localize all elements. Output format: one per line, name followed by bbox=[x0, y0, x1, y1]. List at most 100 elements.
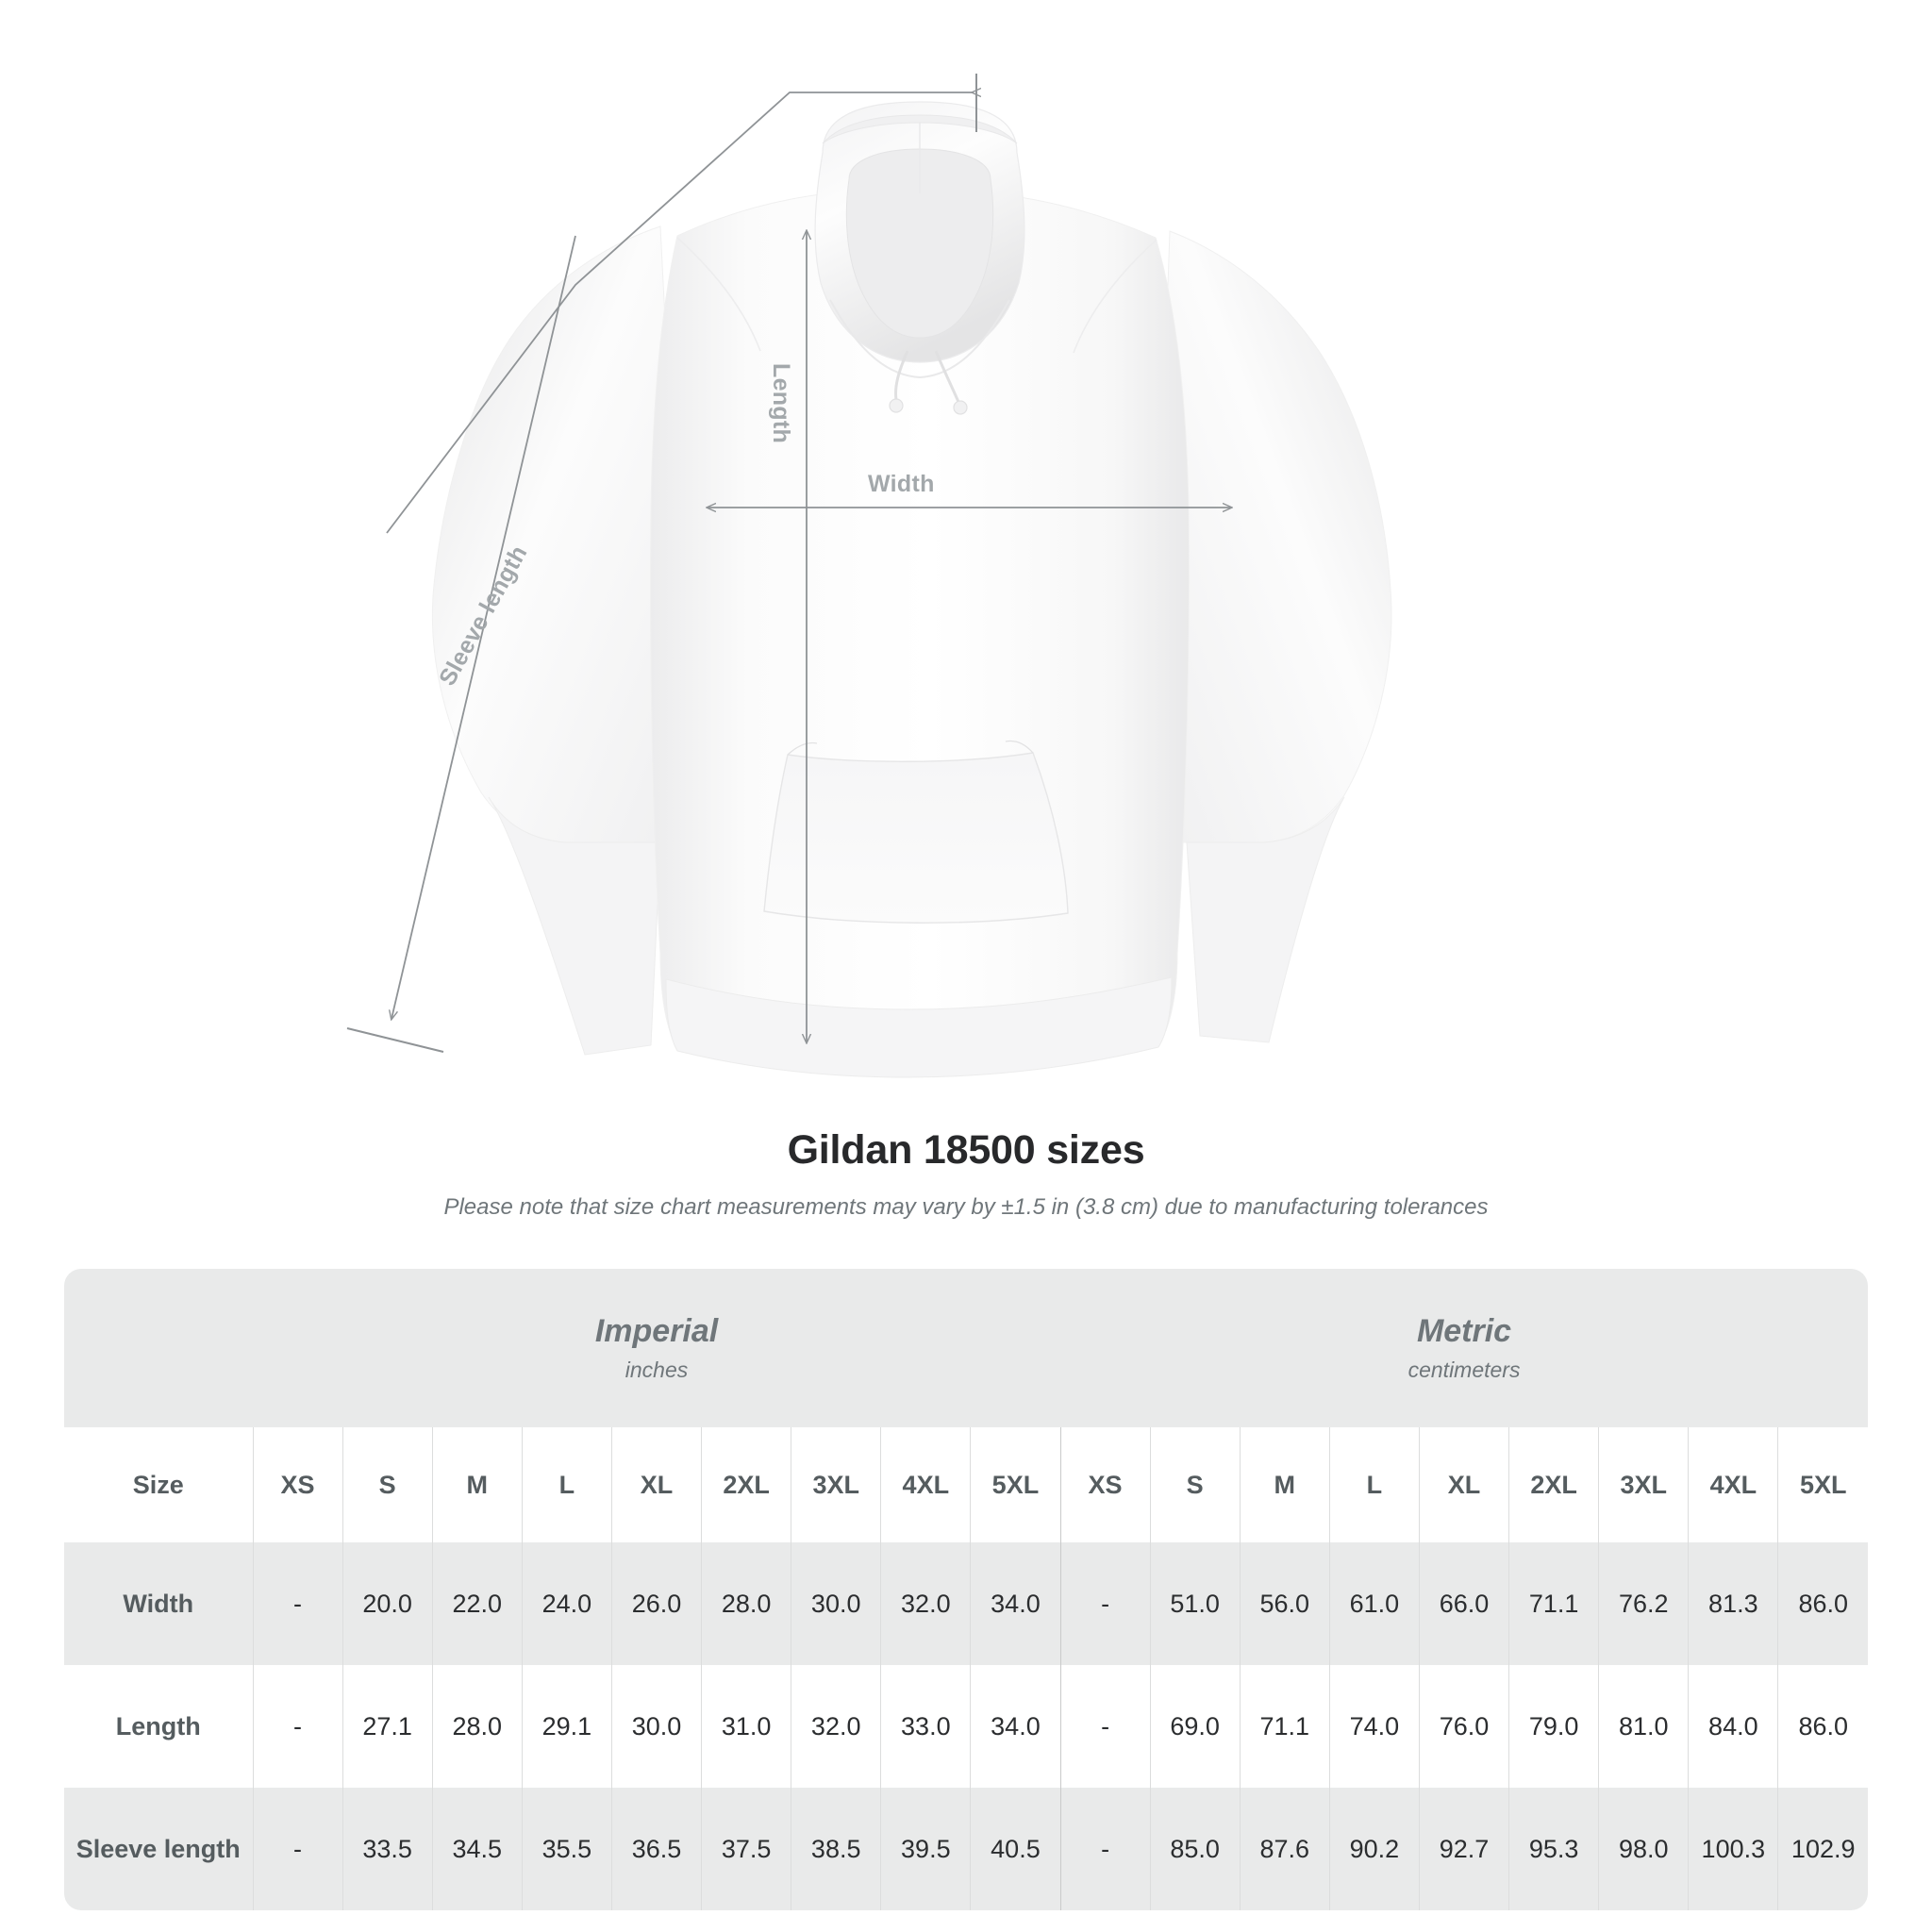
length-imperial-L: 29.1 bbox=[521, 1665, 612, 1788]
length-imperial-M: 28.0 bbox=[431, 1665, 523, 1788]
size-header-cell-imperial-3XL: 3XL bbox=[791, 1427, 881, 1542]
width-metric-3XL: 76.2 bbox=[1598, 1542, 1689, 1665]
length-metric-L: 74.0 bbox=[1328, 1665, 1420, 1788]
width-imperial-2XL: 28.0 bbox=[701, 1542, 791, 1665]
length-metric-M: 71.1 bbox=[1239, 1665, 1330, 1788]
size-header-cell-metric-4XL: 4XL bbox=[1688, 1427, 1778, 1542]
sleeve-length-imperial-3XL: 38.5 bbox=[791, 1788, 881, 1910]
hoodie-diagram-svg bbox=[346, 74, 1392, 1078]
sleeve-length-metric-L: 90.2 bbox=[1328, 1788, 1420, 1910]
length-metric-2XL: 79.0 bbox=[1508, 1665, 1599, 1788]
unit-name: Imperial bbox=[594, 1312, 719, 1349]
table-row-width: Width -20.0 22.0 24.0 26.0 28.0 30.0 32.0 34.0-5… bbox=[64, 1542, 1869, 1665]
page-title: Gildan 18500 sizes bbox=[787, 1127, 1145, 1173]
width-metric-XL: 66.0 bbox=[1418, 1542, 1509, 1665]
width-imperial-S: 20.0 bbox=[341, 1542, 433, 1665]
unit-header-imperial: Imperial inches bbox=[253, 1269, 1061, 1427]
width-imperial-XL: 26.0 bbox=[610, 1542, 702, 1665]
size-header-cell-metric-S: S bbox=[1149, 1427, 1241, 1542]
sleeve-length-imperial-5XL: 40.5 bbox=[970, 1788, 1061, 1910]
size-header-cell-imperial-XL: XL bbox=[610, 1427, 702, 1542]
sleeve-length-metric-S: 85.0 bbox=[1149, 1788, 1241, 1910]
length-imperial-S: 27.1 bbox=[341, 1665, 433, 1788]
size-header-cell-imperial-XS: XS bbox=[252, 1427, 343, 1542]
sleeve-length-metric-4XL: 100.3 bbox=[1688, 1788, 1778, 1910]
width-imperial-M: 22.0 bbox=[431, 1542, 523, 1665]
size-header-cell-imperial-4XL: 4XL bbox=[880, 1427, 971, 1542]
unit-header-spacer bbox=[64, 1269, 253, 1427]
width-imperial-5XL: 34.0 bbox=[970, 1542, 1061, 1665]
width-metric-S: 51.0 bbox=[1149, 1542, 1241, 1665]
size-header-cell-metric-XL: XL bbox=[1418, 1427, 1509, 1542]
width-metric-2XL: 71.1 bbox=[1508, 1542, 1599, 1665]
sleeve-length-imperial-XL: 36.5 bbox=[610, 1788, 702, 1910]
length-metric-XS: - bbox=[1059, 1665, 1151, 1788]
sleeve-length-imperial-2XL: 37.5 bbox=[701, 1788, 791, 1910]
size-chart-table-wrapper: Imperial inches Metric centimeters Size XS S M L… bbox=[64, 1269, 1869, 1910]
dimension-lines bbox=[346, 74, 1231, 1053]
sleeve-length-metric-M: 87.6 bbox=[1239, 1788, 1330, 1910]
length-imperial-4XL: 33.0 bbox=[880, 1665, 971, 1788]
unit-subtitle: inches bbox=[625, 1357, 689, 1383]
diagram-label-length: Length bbox=[768, 363, 794, 444]
width-metric-XS: - bbox=[1059, 1542, 1151, 1665]
table-row-length: Length -27.1 28.0 29.1 30.0 31.0 32.0 33.0 34.0-… bbox=[64, 1665, 1869, 1788]
size-header-cell-imperial-5XL: 5XL bbox=[970, 1427, 1061, 1542]
sleeve-length-imperial-M: 34.5 bbox=[431, 1788, 523, 1910]
size-header-cell-imperial-M: M bbox=[431, 1427, 523, 1542]
size-header-cell-imperial-L: L bbox=[521, 1427, 612, 1542]
width-metric-L: 61.0 bbox=[1328, 1542, 1420, 1665]
width-imperial-L: 24.0 bbox=[521, 1542, 612, 1665]
sleeve-length-metric-2XL: 95.3 bbox=[1508, 1788, 1599, 1910]
unit-name: Metric bbox=[1416, 1312, 1512, 1349]
sleeve-length-imperial-4XL: 39.5 bbox=[880, 1788, 971, 1910]
width-imperial-3XL: 30.0 bbox=[791, 1542, 881, 1665]
length-metric-S: 69.0 bbox=[1149, 1665, 1241, 1788]
size-header-cell-metric-5XL: 5XL bbox=[1777, 1427, 1869, 1542]
length-metric-3XL: 81.0 bbox=[1598, 1665, 1689, 1788]
unit-header-metric: Metric centimeters bbox=[1060, 1269, 1869, 1427]
sleeve-length-imperial-L: 35.5 bbox=[521, 1788, 612, 1910]
width-metric-M: 56.0 bbox=[1239, 1542, 1330, 1665]
size-header-cell-metric-L: L bbox=[1328, 1427, 1420, 1542]
sleeve-length-arrow bbox=[391, 235, 576, 1019]
size-header-cell-metric-XS: XS bbox=[1059, 1427, 1151, 1542]
table-row-sleeve-length: Sleeve length -33.5 34.5 35.5 36.5 37.5 38.5 39… bbox=[64, 1788, 1869, 1910]
row-label-sleeve-length: Sleeve length bbox=[64, 1788, 253, 1910]
sleeve-length-imperial-XS: - bbox=[252, 1788, 343, 1910]
row-label-width: Width bbox=[64, 1542, 253, 1665]
tolerance-note: Please note that size chart measurements… bbox=[443, 1194, 1489, 1221]
length-metric-4XL: 84.0 bbox=[1688, 1665, 1778, 1788]
measurement-diagram: Length Width Sleeve length bbox=[346, 74, 1392, 1078]
width-metric-5XL: 86.0 bbox=[1777, 1542, 1869, 1665]
width-imperial-XS: - bbox=[252, 1542, 343, 1665]
size-header-cell-metric-3XL: 3XL bbox=[1598, 1427, 1689, 1542]
sleeve-length-metric-5XL: 102.9 bbox=[1777, 1788, 1869, 1910]
sleeve-length-metric-XS: - bbox=[1059, 1788, 1151, 1910]
length-imperial-2XL: 31.0 bbox=[701, 1665, 791, 1788]
row-label-length: Length bbox=[64, 1665, 253, 1788]
length-imperial-3XL: 32.0 bbox=[791, 1665, 881, 1788]
size-header-row: Size XS S M L XL 2XL 3XL 4XL 5XL XS S M L XL 2XL 3XL 4XL 5… bbox=[64, 1427, 1869, 1542]
length-imperial-5XL: 34.0 bbox=[970, 1665, 1061, 1788]
sleeve-length-metric-3XL: 98.0 bbox=[1598, 1788, 1689, 1910]
sleeve-bottom-tick bbox=[346, 1027, 444, 1053]
length-metric-5XL: 86.0 bbox=[1777, 1665, 1869, 1788]
size-column-header: Size bbox=[64, 1427, 253, 1542]
diagram-label-width: Width bbox=[868, 471, 935, 497]
length-imperial-XS: - bbox=[252, 1665, 343, 1788]
sleeve-length-imperial-S: 33.5 bbox=[341, 1788, 433, 1910]
size-header-cell-imperial-S: S bbox=[341, 1427, 433, 1542]
unit-header-row: Imperial inches Metric centimeters bbox=[64, 1269, 1869, 1427]
length-metric-XL: 76.0 bbox=[1418, 1665, 1509, 1788]
title-block: Gildan 18500 sizes Please note that size… bbox=[0, 1127, 1932, 1222]
length-imperial-XL: 30.0 bbox=[610, 1665, 702, 1788]
sleeve-length-metric-XL: 92.7 bbox=[1418, 1788, 1509, 1910]
hoodie-illustration bbox=[431, 101, 1392, 1078]
size-header-cell-metric-2XL: 2XL bbox=[1508, 1427, 1599, 1542]
width-imperial-4XL: 32.0 bbox=[880, 1542, 971, 1665]
width-metric-4XL: 81.3 bbox=[1688, 1542, 1778, 1665]
size-header-cell-imperial-2XL: 2XL bbox=[701, 1427, 791, 1542]
sleeve-leader-line bbox=[386, 92, 973, 534]
size-header-cell-metric-M: M bbox=[1239, 1427, 1330, 1542]
